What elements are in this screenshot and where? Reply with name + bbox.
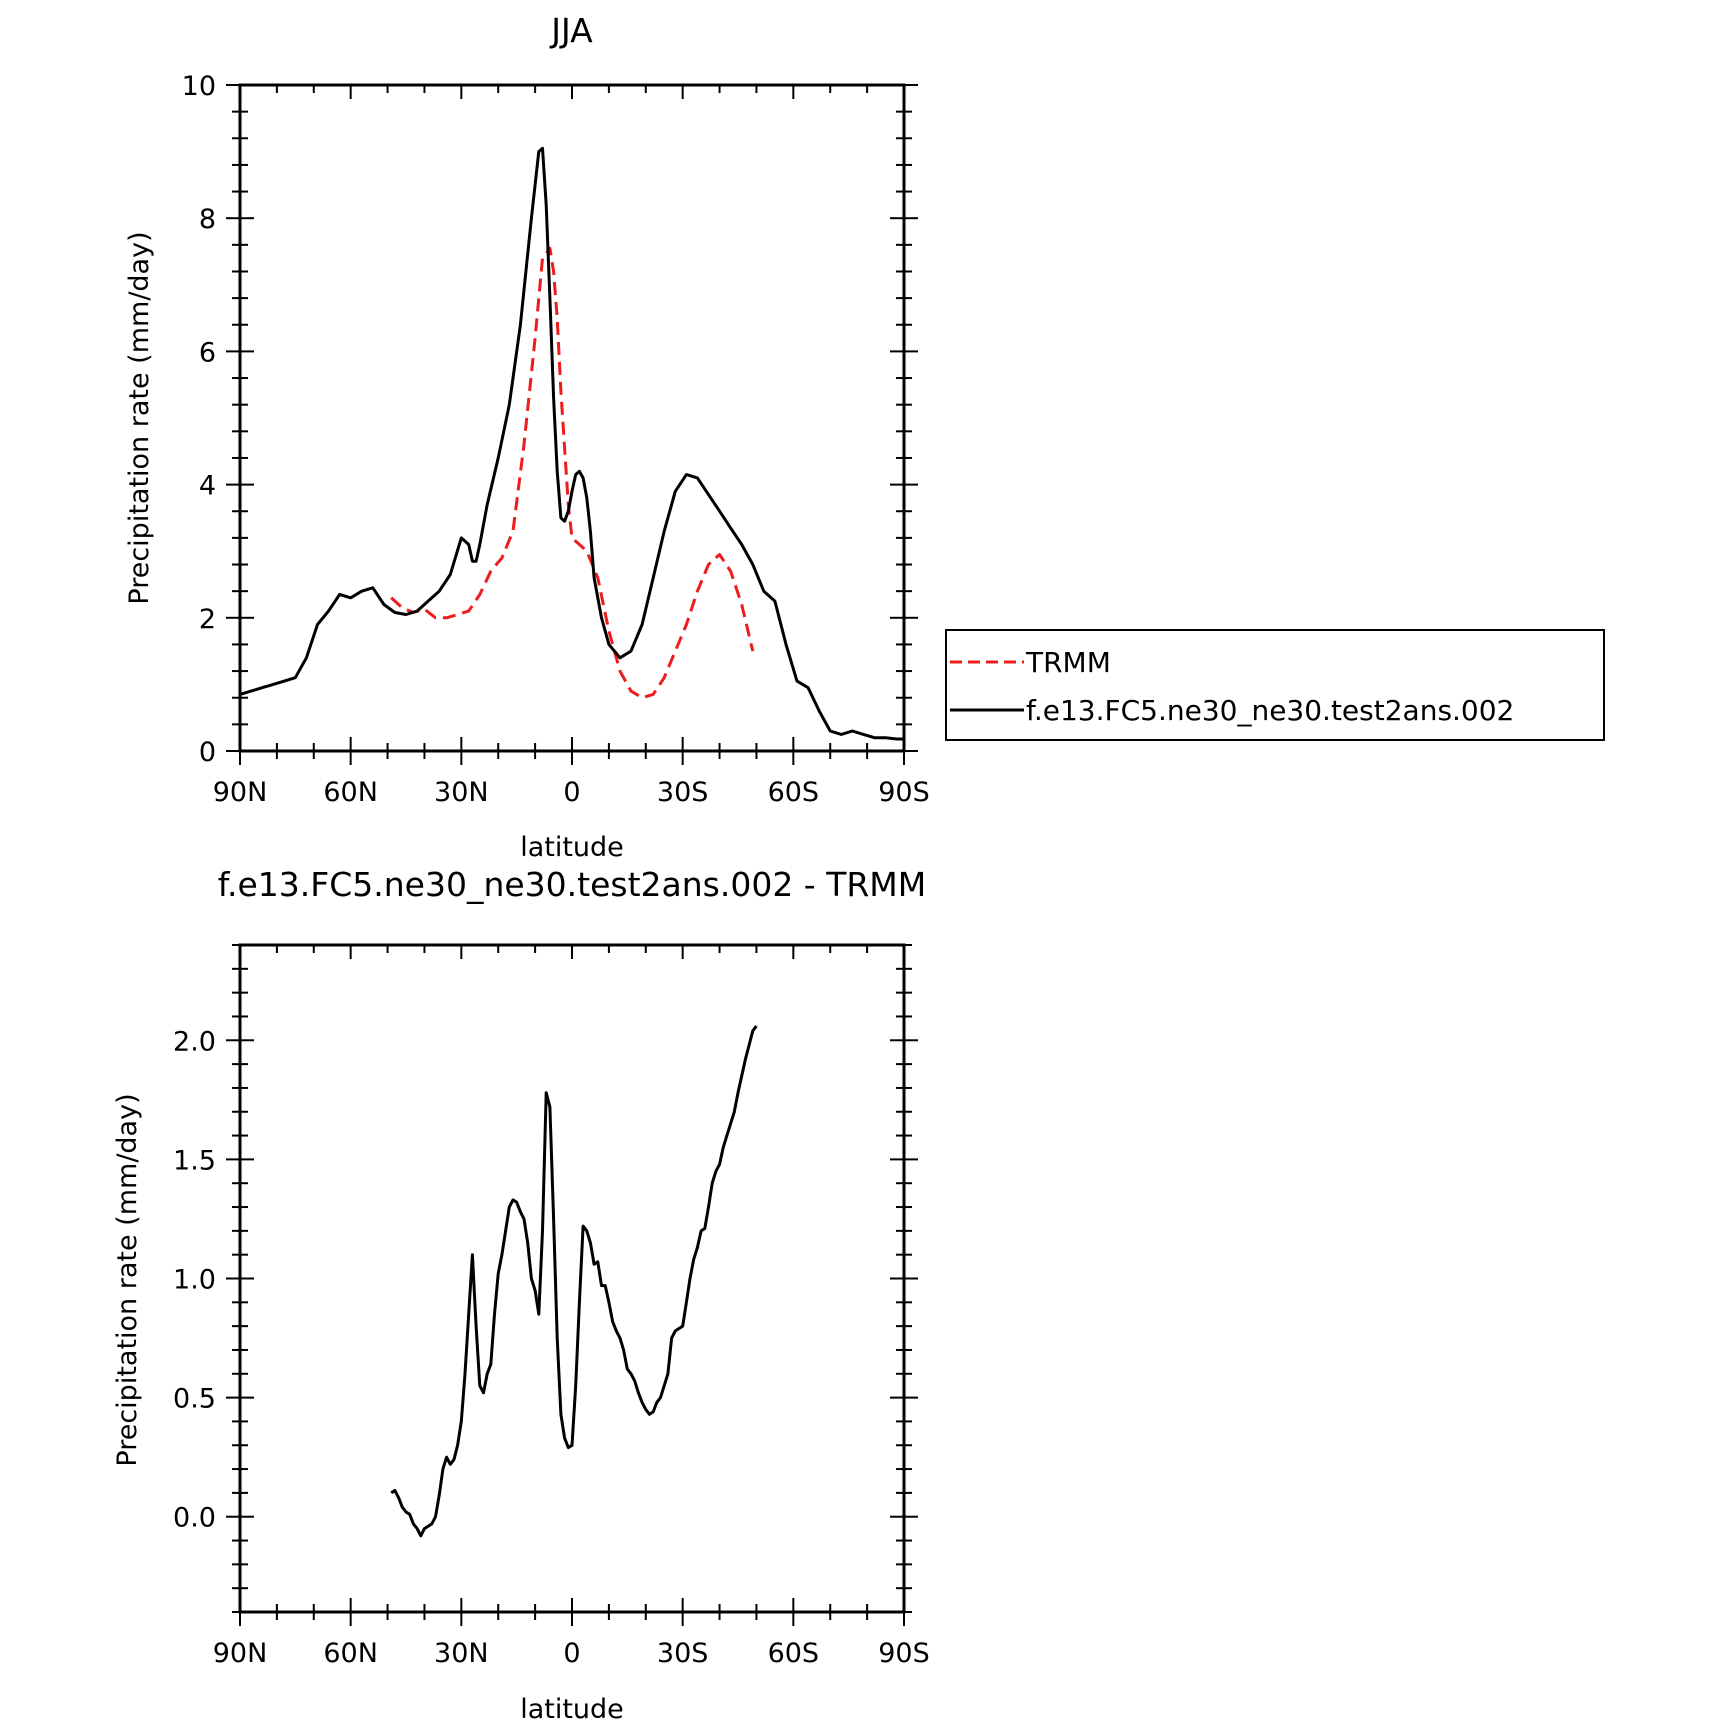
legend-label-model: f.e13.FC5.ne30_ne30.test2ans.002 [1026,694,1514,727]
y-tick-label: 0 [199,737,216,768]
x-tick-label: 60N [323,1638,378,1669]
y-tick-label: 4 [199,471,216,502]
y-tick-label: 0.5 [173,1384,216,1415]
x-tick-label: 30S [657,1638,709,1669]
x-tick-label: 60S [768,1638,820,1669]
x-tick-label: 0 [563,1638,580,1669]
x-tick-label: 90S [878,1638,930,1669]
bottom-x-axis-label: latitude [520,1694,624,1725]
x-tick-label: 0 [563,777,580,808]
bottom-chart-title: f.e13.FC5.ne30_ne30.test2ans.002 - TRMM [218,865,927,904]
legend: TRMM f.e13.FC5.ne30_ne30.test2ans.002 [945,629,1605,741]
y-tick-label: 2.0 [173,1026,216,1057]
x-tick-label: 60S [768,777,820,808]
x-tick-label: 90N [213,1638,268,1669]
y-tick-label: 1.5 [173,1145,216,1176]
x-tick-label: 30N [434,1638,489,1669]
x-tick-label: 90N [213,777,268,808]
bottom-y-axis-label: Precipitation rate (mm/day) [112,1093,143,1466]
y-tick-label: 6 [199,337,216,368]
y-tick-label: 0.0 [173,1503,216,1534]
series-line-model [239,146,904,741]
top-chart-title: JJA [549,11,593,50]
x-tick-label: 90S [878,777,930,808]
plot-frame [238,83,906,753]
legend-label-trmm: TRMM [1025,646,1111,679]
y-tick-label: 1.0 [173,1265,216,1296]
x-tick-label: 60N [323,777,378,808]
x-tick-label: 30N [434,777,489,808]
bottom-panel: f.e13.FC5.ne30_ne30.test2ans.002 - TRMM … [112,865,930,1725]
y-tick-label: 8 [199,204,216,235]
y-tick-label: 10 [182,71,216,102]
plot-frame [238,943,906,1614]
series-line-trmm [390,246,755,700]
top-y-axis-label: Precipitation rate (mm/day) [124,231,155,604]
y-tick-label: 2 [199,604,216,635]
x-tick-label: 30S [657,777,709,808]
series-line-model [390,1025,758,1538]
top-x-axis-label: latitude [520,832,624,863]
legend-box [945,629,1605,741]
